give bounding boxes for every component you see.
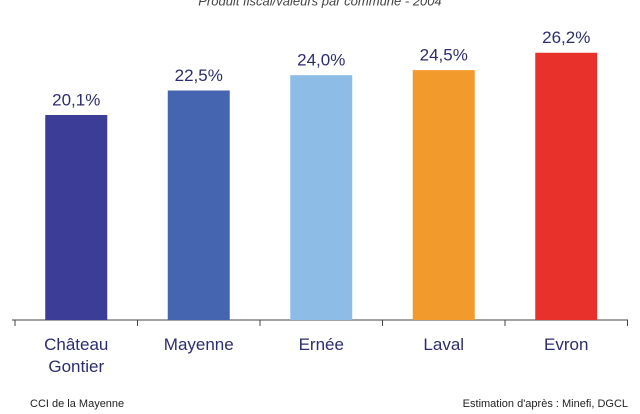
chart-title: Produit fiscal/valeurs par commune - 200…	[198, 0, 442, 8]
value-label: 20,1%	[52, 90, 100, 109]
bar	[290, 75, 353, 320]
value-label: 24,0%	[297, 51, 345, 70]
bar	[45, 114, 108, 320]
x-tick-label: Mayenne	[163, 335, 234, 354]
value-label: 24,5%	[420, 46, 468, 65]
x-tick-label: Laval	[423, 335, 465, 354]
value-label: 26,2%	[542, 28, 590, 47]
x-tick-label: Ernée	[298, 335, 344, 354]
bar	[167, 90, 230, 320]
bar	[535, 52, 598, 320]
x-tick-label: Evron	[544, 335, 589, 354]
source-right: Estimation d'après : Minefi, DGCL	[462, 398, 628, 410]
bar	[412, 70, 475, 320]
source-left: CCI de la Mayenne	[30, 398, 125, 410]
value-label: 22,5%	[175, 66, 223, 85]
x-tick-label: Château Gontier	[44, 335, 109, 376]
